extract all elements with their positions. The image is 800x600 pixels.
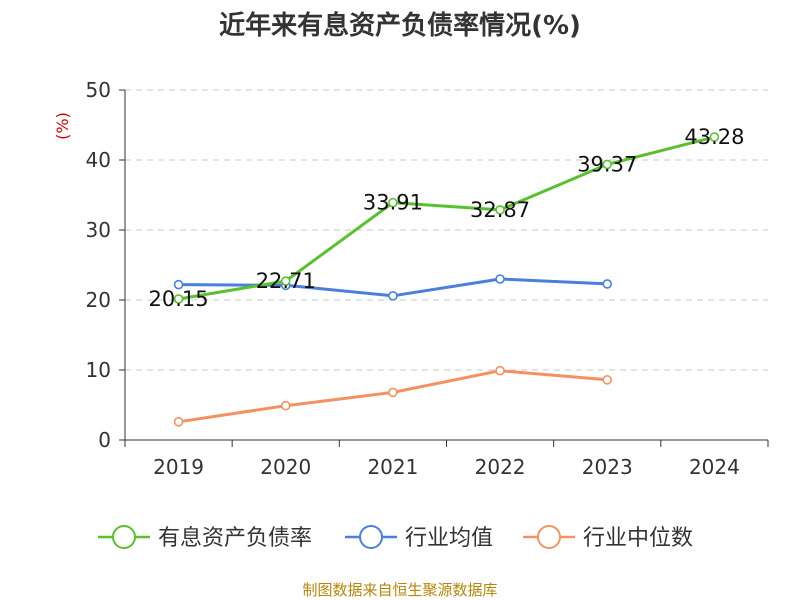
data-label: 22.71 [256, 269, 316, 293]
x-tick-label: 2021 [367, 455, 418, 479]
data-labels: 20.15 22.71 33.91 32.87 39.37 43.28 [149, 125, 745, 311]
legend-marker [537, 525, 561, 549]
data-point [173, 279, 184, 290]
series-line [178, 135, 715, 301]
legend-label: 行业中位数 [583, 526, 693, 551]
legend-label: 有息资产负债率 [158, 526, 312, 551]
y-tick-label: 10 [86, 358, 111, 382]
data-point [602, 279, 613, 289]
series-lines [173, 132, 720, 427]
x-tick-label: 2022 [475, 455, 526, 479]
legend: 有息资产负债率 行业均值 行业中位数 [98, 525, 693, 551]
x-tick-label: 2019 [153, 455, 204, 479]
data-point [709, 132, 720, 142]
y-tick-label: 20 [86, 288, 111, 312]
data-point [495, 205, 505, 215]
data-label: 43.28 [684, 125, 744, 149]
chart-title: 近年来有息资产负债率情况(%) [219, 10, 581, 41]
x-tick-label: 2023 [582, 455, 633, 479]
data-point [495, 365, 505, 376]
data-point [173, 416, 184, 427]
data-label: 20.15 [149, 287, 209, 311]
data-source-note: 制图数据来自恒生聚源数据库 [302, 581, 497, 599]
gridlines [125, 89, 768, 371]
y-tick-label: 0 [98, 428, 111, 452]
y-tick-label: 50 [86, 78, 111, 102]
y-axis-label: (%) [53, 112, 72, 140]
x-tick-label: 2020 [260, 455, 311, 479]
data-point [280, 400, 291, 411]
data-point [388, 290, 398, 301]
axes: 0 10 20 30 40 50 2019 2020 2021 2022 2023 2024 [86, 78, 769, 479]
legend-marker [112, 525, 136, 549]
y-tick-label: 40 [86, 148, 111, 172]
data-label: 33.91 [363, 191, 423, 215]
x-tick-label: 2024 [689, 455, 740, 479]
data-point [495, 274, 505, 284]
legend-label: 行业均值 [405, 526, 493, 551]
data-point [388, 387, 398, 398]
data-point [173, 294, 184, 304]
legend-marker [359, 525, 383, 549]
data-point [280, 276, 291, 286]
data-point [602, 374, 613, 385]
data-point [388, 197, 398, 208]
data-label: 39.37 [577, 152, 637, 176]
y-tick-label: 30 [86, 218, 111, 242]
data-point [602, 159, 613, 170]
data-label: 32.87 [470, 198, 530, 222]
